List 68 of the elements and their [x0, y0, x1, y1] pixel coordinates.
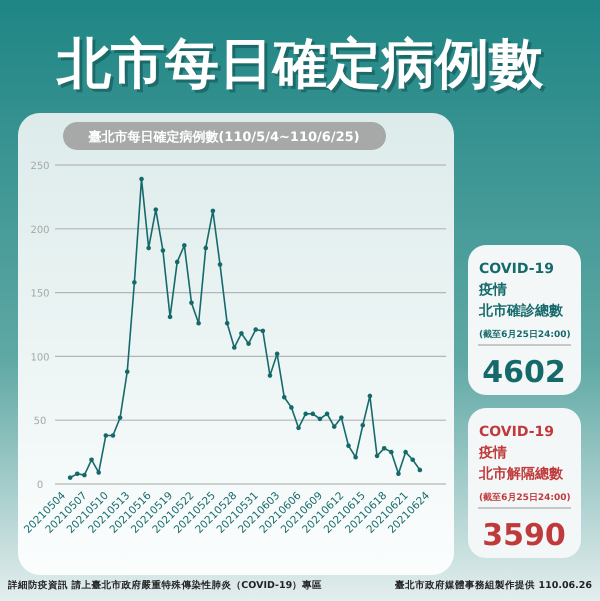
point — [332, 424, 337, 429]
y-tick-label: 50 — [34, 416, 46, 428]
y-tick-label: 200 — [30, 224, 50, 236]
point — [174, 260, 180, 264]
point — [389, 450, 394, 454]
point — [168, 314, 172, 320]
point — [282, 394, 287, 400]
point — [410, 457, 416, 462]
point — [146, 246, 151, 250]
point — [89, 457, 94, 462]
point — [253, 327, 258, 332]
point — [318, 416, 322, 422]
point — [96, 470, 101, 475]
y-tick-label: 100 — [30, 352, 50, 364]
text: 北市確診總數 — [478, 302, 564, 319]
point — [274, 352, 280, 356]
point — [268, 373, 272, 378]
point — [210, 208, 216, 214]
y-tick-label: 150 — [30, 288, 50, 300]
text: COVID-19 — [479, 261, 554, 277]
point — [324, 412, 330, 416]
text: COVID-19 — [479, 424, 554, 440]
point — [82, 472, 87, 478]
point — [182, 243, 187, 248]
text: 疫情 — [478, 281, 507, 298]
point — [153, 207, 158, 212]
text: 4602 — [482, 355, 566, 390]
point — [289, 405, 294, 410]
point — [303, 412, 308, 416]
point — [196, 320, 201, 326]
text: (截至6月25日24:00) — [479, 492, 571, 503]
y-tick-label: 250 — [30, 161, 50, 172]
point — [118, 415, 122, 420]
text: 詳細防疫資訊 請上臺北市政府嚴重特殊傳染性肺炎（COVID-19）專區 — [7, 579, 322, 591]
point — [246, 341, 251, 346]
point — [110, 433, 116, 438]
point — [104, 433, 108, 438]
point — [353, 454, 358, 460]
chart-subtitle: 臺北市每日確定病例數(110/5/4~110/6/25) — [88, 129, 360, 145]
point — [374, 454, 380, 458]
point — [124, 369, 130, 374]
point — [239, 331, 244, 336]
text: 3590 — [482, 518, 566, 553]
point — [418, 468, 422, 472]
point — [296, 426, 301, 430]
point — [132, 280, 137, 285]
point — [218, 262, 222, 267]
point — [368, 394, 372, 398]
text: 疫情 — [478, 444, 507, 461]
point — [346, 443, 351, 448]
point — [74, 471, 80, 476]
point — [260, 328, 266, 334]
text: (截至6月25日24:00) — [479, 329, 571, 340]
point — [382, 446, 386, 451]
point — [189, 300, 194, 306]
point — [203, 246, 208, 250]
point — [339, 415, 344, 420]
point — [160, 248, 166, 253]
y-tick-label: 0 — [36, 480, 44, 491]
point — [360, 423, 366, 428]
point — [224, 320, 230, 326]
text: 臺北市政府媒體事務組製作提供 110.06.26 — [395, 579, 592, 591]
point — [139, 176, 144, 182]
point — [403, 450, 408, 454]
point — [68, 475, 72, 480]
point — [232, 345, 237, 350]
text: 北市解隔總數 — [478, 465, 564, 482]
point — [310, 412, 316, 416]
